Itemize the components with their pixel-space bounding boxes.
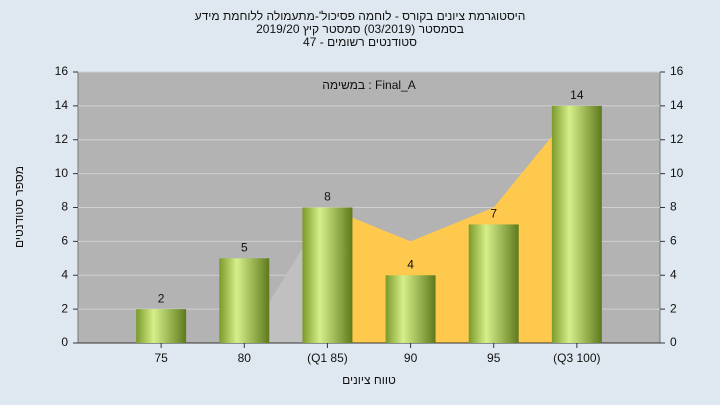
chart-title: היסטוגרמת ציונים בקורס - לוחמה פסיכול'-מ… [195,9,526,23]
y-tick-label: 6 [61,234,68,248]
y2-tick-label: 10 [670,166,684,180]
y2-tick-label: 14 [670,98,684,112]
value-label: 2 [158,291,165,305]
chart-subtitle: סטודנטים רשומים - 47 [303,35,417,49]
x-tick-label: 75 [154,351,168,365]
y2-tick-label: 4 [670,267,677,281]
value-label: 14 [570,88,584,102]
y-tick-label: 10 [55,166,69,180]
y2-tick-label: 8 [670,200,677,214]
y-tick-label: 4 [61,267,68,281]
bar [385,275,436,343]
value-label: 5 [241,240,248,254]
x-tick-label: 90 [404,351,418,365]
value-label: 8 [324,190,331,204]
bar [468,224,519,343]
y-tick-label: 16 [55,64,69,78]
y-axis-label: מספר סטודנטים [12,166,26,248]
y2-tick-label: 12 [670,132,684,146]
annotation: במשימה : Final_A [322,78,416,92]
bar [551,105,602,343]
y-tick-label: 14 [55,98,69,112]
y-tick-label: 0 [61,335,68,349]
value-label: 7 [490,207,497,221]
y2-tick-label: 6 [670,234,677,248]
x-axis-label: טווח ציונים [342,373,396,387]
x-tick-label: (Q3 100) [553,351,600,365]
y-tick-label: 8 [61,200,68,214]
chart-subtitle: בסמסטר (03/2019) סמסטר קיץ 2019/20 [256,22,464,36]
x-tick-label: 80 [238,351,252,365]
x-tick-label: (Q1 85) [307,351,348,365]
y2-tick-label: 16 [670,64,684,78]
bar [136,309,187,343]
y-tick-label: 2 [61,301,68,315]
bar [302,207,353,343]
y-tick-label: 12 [55,132,69,146]
value-label: 4 [407,257,414,271]
y2-tick-label: 2 [670,301,677,315]
x-tick-label: 95 [487,351,501,365]
y2-tick-label: 0 [670,335,677,349]
bar [219,258,270,343]
